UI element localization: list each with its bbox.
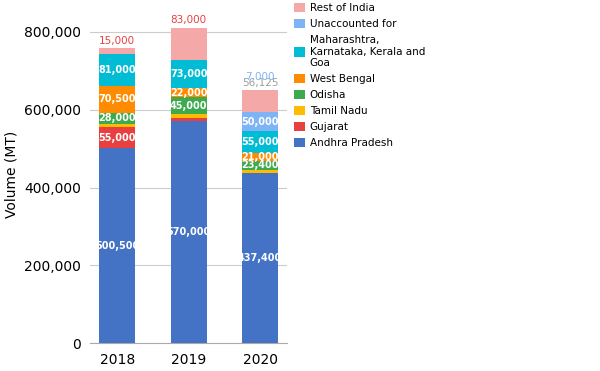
Legend: Rest of India, Unaccounted for, Maharashtra,
Karnataka, Kerala and
Goa, West Ben: Rest of India, Unaccounted for, Maharash… <box>294 3 425 148</box>
Text: 437,400: 437,400 <box>238 253 283 263</box>
Text: 22,000: 22,000 <box>170 88 208 98</box>
Text: 70,500: 70,500 <box>98 94 136 104</box>
Text: 81,000: 81,000 <box>98 65 136 75</box>
Bar <box>242 173 278 343</box>
Text: 500,500: 500,500 <box>95 241 139 251</box>
Text: 28,000: 28,000 <box>98 114 136 124</box>
Text: 570,000: 570,000 <box>167 227 211 237</box>
Y-axis label: Volume (MT): Volume (MT) <box>4 130 18 217</box>
Text: 55,000: 55,000 <box>98 133 136 143</box>
Bar <box>171 114 206 118</box>
Text: 73,000: 73,000 <box>170 69 208 79</box>
Bar <box>242 170 278 173</box>
Bar <box>171 121 206 343</box>
Bar <box>100 127 135 148</box>
Bar <box>171 60 206 88</box>
Bar <box>100 148 135 343</box>
Bar <box>100 48 135 54</box>
Text: 23,400: 23,400 <box>241 161 279 171</box>
Bar <box>242 90 278 112</box>
Text: 21,000: 21,000 <box>241 152 279 162</box>
Text: 15,000: 15,000 <box>99 36 136 46</box>
Text: 50,000: 50,000 <box>241 116 279 127</box>
Bar <box>171 27 206 60</box>
Bar <box>100 113 135 124</box>
Bar <box>242 112 278 131</box>
Bar <box>100 124 135 127</box>
Bar <box>100 54 135 86</box>
Text: 83,000: 83,000 <box>170 15 207 25</box>
Bar <box>242 153 278 161</box>
Text: 55,000: 55,000 <box>241 137 279 147</box>
Text: 56,125: 56,125 <box>242 78 278 88</box>
Bar <box>242 161 278 170</box>
Bar <box>100 86 135 113</box>
Text: 7,000: 7,000 <box>245 72 275 82</box>
Bar <box>242 131 278 153</box>
Bar <box>171 97 206 114</box>
Text: 45,000: 45,000 <box>170 101 208 111</box>
Bar <box>171 118 206 121</box>
Bar <box>171 88 206 97</box>
